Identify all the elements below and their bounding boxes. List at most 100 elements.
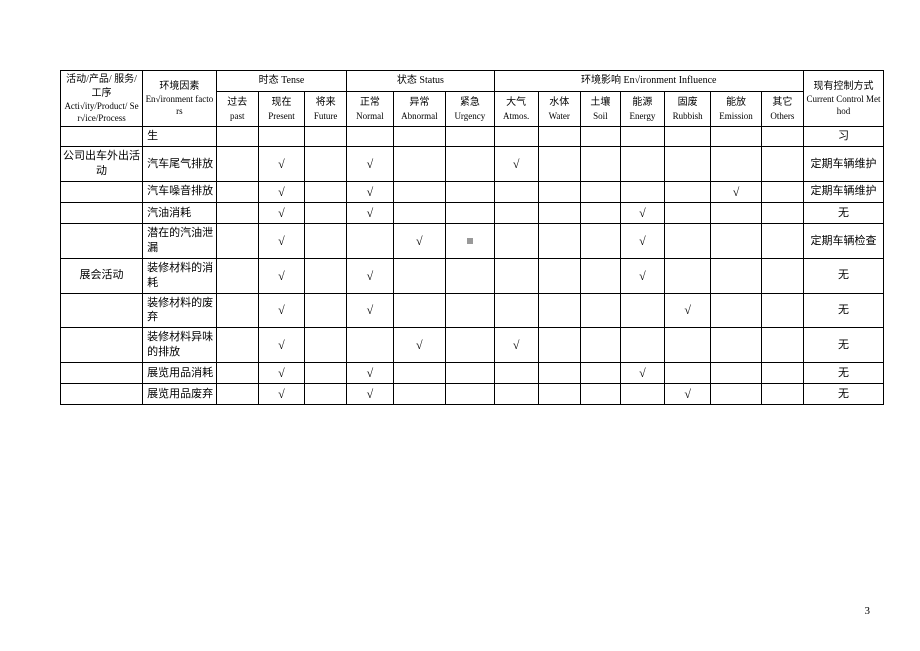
cell-factor: 装修材料的消耗 xyxy=(143,258,217,293)
cell-mark xyxy=(580,328,620,363)
cell-activity: 公司出车外出活动 xyxy=(61,147,143,182)
th-emission: 能放Emission xyxy=(711,92,762,127)
cell-mark: √ xyxy=(494,328,538,363)
cell-mark xyxy=(538,224,580,259)
table-body: 生习公司出车外出活动汽车尾气排放√√√定期车辆维护汽车噪音排放√√√定期车辆维护… xyxy=(61,127,884,405)
cell-mark: √ xyxy=(347,258,393,293)
cell-mark xyxy=(258,127,304,147)
cell-mark xyxy=(711,328,762,363)
cell-control: 无 xyxy=(803,328,883,363)
th-rubbish: 固废Rubbish xyxy=(665,92,711,127)
dot-icon xyxy=(467,238,473,244)
cell-mark xyxy=(494,384,538,405)
cell-mark xyxy=(665,224,711,259)
cell-mark xyxy=(665,258,711,293)
cell-mark xyxy=(446,127,494,147)
cell-mark xyxy=(216,293,258,328)
cell-mark xyxy=(580,147,620,182)
cell-control: 定期车辆维护 xyxy=(803,181,883,202)
cell-mark xyxy=(538,181,580,202)
cell-mark xyxy=(620,384,664,405)
th-abnormal: 异常Abnormal xyxy=(393,92,446,127)
cell-mark: √ xyxy=(347,147,393,182)
page-number: 3 xyxy=(865,605,871,617)
cell-mark xyxy=(620,328,664,363)
cell-mark: √ xyxy=(258,384,304,405)
cell-activity: 展会活动 xyxy=(61,258,143,293)
cell-control: 无 xyxy=(803,203,883,224)
cell-activity xyxy=(61,293,143,328)
cell-mark: √ xyxy=(494,147,538,182)
th-normal: 正常Normal xyxy=(347,92,393,127)
cell-mark xyxy=(393,203,446,224)
cell-factor: 展览用品消耗 xyxy=(143,362,217,383)
cell-mark xyxy=(580,203,620,224)
cell-mark xyxy=(538,127,580,147)
cell-activity xyxy=(61,362,143,383)
cell-activity xyxy=(61,127,143,147)
cell-mark xyxy=(761,362,803,383)
th-activity-en: Acti√ity/Product/ Ser√ice/Process xyxy=(63,100,140,124)
cell-activity xyxy=(61,224,143,259)
cell-mark xyxy=(393,293,446,328)
cell-mark: √ xyxy=(665,293,711,328)
cell-mark xyxy=(711,203,762,224)
cell-mark xyxy=(393,362,446,383)
cell-factor: 装修材料的废弃 xyxy=(143,293,217,328)
table-row: 汽车噪音排放√√√定期车辆维护 xyxy=(61,181,884,202)
cell-mark: √ xyxy=(258,293,304,328)
cell-mark xyxy=(305,203,347,224)
cell-mark xyxy=(446,258,494,293)
cell-mark: √ xyxy=(347,203,393,224)
cell-mark xyxy=(711,147,762,182)
cell-factor: 潜在的汽油泄漏 xyxy=(143,224,217,259)
cell-mark xyxy=(538,362,580,383)
cell-mark: √ xyxy=(620,224,664,259)
th-future: 将来Future xyxy=(305,92,347,127)
cell-activity xyxy=(61,384,143,405)
th-status: 状态 Status xyxy=(347,71,494,92)
cell-mark xyxy=(620,293,664,328)
cell-activity xyxy=(61,203,143,224)
cell-mark xyxy=(216,384,258,405)
cell-mark: √ xyxy=(258,147,304,182)
cell-control: 定期车辆维护 xyxy=(803,147,883,182)
cell-factor: 汽车尾气排放 xyxy=(143,147,217,182)
cell-mark xyxy=(494,258,538,293)
cell-factor: 装修材料异味的排放 xyxy=(143,328,217,363)
cell-mark xyxy=(446,181,494,202)
cell-mark xyxy=(446,384,494,405)
cell-mark xyxy=(494,127,538,147)
table-row: 展会活动装修材料的消耗√√√无 xyxy=(61,258,884,293)
cell-activity xyxy=(61,328,143,363)
th-control-cn: 现有控制方式 xyxy=(806,80,881,94)
cell-mark xyxy=(620,127,664,147)
th-tense: 时态 Tense xyxy=(216,71,347,92)
cell-mark xyxy=(580,127,620,147)
cell-mark: √ xyxy=(258,362,304,383)
cell-mark xyxy=(305,293,347,328)
cell-mark xyxy=(665,127,711,147)
cell-mark xyxy=(761,181,803,202)
cell-mark xyxy=(305,224,347,259)
th-factor-en: En√ironment factors xyxy=(145,93,214,117)
cell-control: 无 xyxy=(803,384,883,405)
env-factors-table: 活动/产品/ 服务/工序 Acti√ity/Product/ Ser√ice/P… xyxy=(60,70,884,405)
cell-mark xyxy=(665,203,711,224)
th-soil: 土壤Soil xyxy=(580,92,620,127)
cell-mark xyxy=(665,362,711,383)
th-urgency: 紧急Urgency xyxy=(446,92,494,127)
cell-mark xyxy=(393,127,446,147)
cell-mark xyxy=(580,224,620,259)
cell-mark xyxy=(216,127,258,147)
cell-mark xyxy=(446,293,494,328)
cell-mark xyxy=(538,293,580,328)
cell-mark: √ xyxy=(347,181,393,202)
th-energy: 能源Energy xyxy=(620,92,664,127)
cell-mark xyxy=(761,293,803,328)
table-row: 展览用品废弃√√√无 xyxy=(61,384,884,405)
cell-mark: √ xyxy=(347,384,393,405)
cell-mark: √ xyxy=(347,293,393,328)
cell-mark xyxy=(347,224,393,259)
cell-mark xyxy=(393,384,446,405)
